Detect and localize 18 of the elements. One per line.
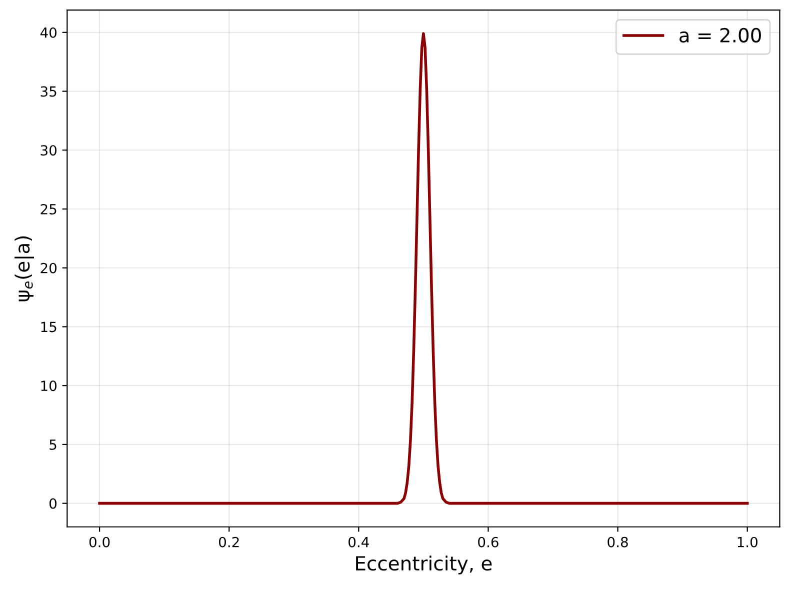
y-tick-label: 20 bbox=[40, 262, 57, 274]
x-tick-label: 0.8 bbox=[608, 536, 628, 548]
y-tick-label: 5 bbox=[50, 440, 56, 450]
legend-label: a = 2.00 bbox=[680, 28, 761, 43]
y-tick-label: 35 bbox=[40, 86, 56, 97]
y-tick-label: 40 bbox=[40, 27, 57, 38]
x-tick-label: 0.2 bbox=[218, 536, 239, 548]
y-tick-label: 30 bbox=[40, 145, 57, 156]
x-tick-label: 1.0 bbox=[738, 536, 758, 548]
x-tick-label: 0.4 bbox=[348, 536, 369, 548]
x-tick-label: 0.6 bbox=[478, 536, 498, 548]
x-axis-title: Eccentricity, e bbox=[356, 556, 492, 574]
y-tick-label: 10 bbox=[41, 380, 57, 392]
y-tick-label: 25 bbox=[40, 204, 56, 214]
x-tick-label: 0.0 bbox=[89, 536, 110, 548]
y-tick-label: 15 bbox=[41, 322, 56, 332]
y-tick-label: 0 bbox=[50, 498, 57, 509]
y-axis-title: ψ$_{e}$(e|a) bbox=[14, 236, 34, 302]
